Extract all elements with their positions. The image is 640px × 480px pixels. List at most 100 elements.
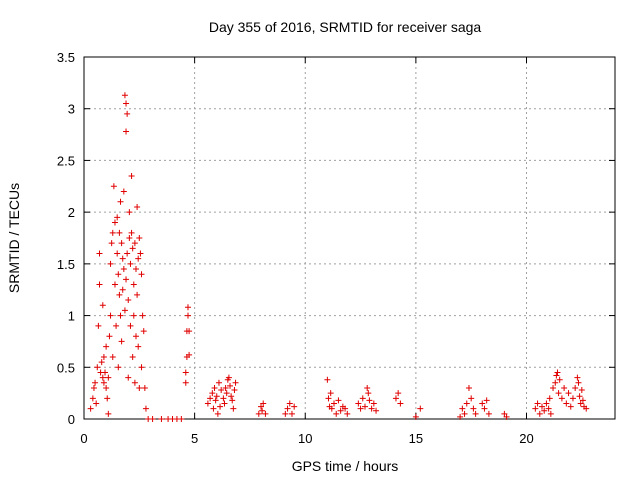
data-point [532,405,539,412]
data-point [364,384,371,391]
x-tick-label: 20 [519,431,533,446]
data-point [107,312,114,319]
x-axis-label: GPS time / hours [292,458,399,474]
data-point [370,400,377,407]
data-point [333,410,340,417]
y-tick-label: 0.5 [57,360,75,375]
data-point [94,364,101,371]
data-point [538,403,545,410]
x-tick-label: 15 [409,431,423,446]
data-point [129,353,136,360]
data-point [111,281,118,288]
data-point [259,407,266,414]
data-point [102,369,109,376]
data-point [131,240,138,247]
data-point [465,384,472,391]
data-point [536,410,543,417]
data-point [135,343,142,350]
data-point [550,384,557,391]
data-point [483,397,490,404]
data-point [120,266,127,273]
data-point [365,390,372,397]
data-point [130,281,137,288]
data-point [128,172,135,179]
data-point [182,369,189,376]
data-point [129,245,136,252]
data-point [217,403,224,410]
y-axis-label: SRMTID / TECUs [6,183,22,293]
data-point [137,250,144,257]
data-point [141,384,148,391]
data-point [121,307,128,314]
data-point [134,291,141,298]
data-point [118,240,125,247]
data-point [468,395,475,402]
data-point [184,312,191,319]
y-tick-label: 2 [68,205,75,220]
data-point [328,405,335,412]
data-point [215,379,222,386]
grid [84,57,615,419]
data-point [93,400,100,407]
data-point [96,250,103,257]
data-point [136,384,143,391]
data-point [119,255,126,262]
data-point [186,328,193,335]
data-point [481,405,488,412]
data-point [100,379,107,386]
y-tick-label: 0 [68,412,75,427]
y-tick-label: 2.5 [57,153,75,168]
data-point [229,397,236,404]
data-point [412,413,419,420]
data-point [563,400,570,407]
data-point [325,395,332,402]
data-point [140,328,147,335]
data-point [107,260,114,267]
data-point [485,410,492,417]
data-point [575,379,582,386]
data-point [125,374,132,381]
data-point [567,403,574,410]
data-point [117,198,124,205]
data-point [142,405,149,412]
data-point [503,413,510,420]
data-point [213,393,220,400]
data-point [546,395,553,402]
data-point [204,400,211,407]
data-point [288,410,295,417]
data-point [547,410,554,417]
plot-frame [83,56,616,420]
data-point [577,400,584,407]
data-point [178,416,185,422]
data-point [126,209,133,216]
data-point [113,322,120,329]
data-point [227,382,234,389]
data-point [114,250,121,257]
data-point [98,359,105,366]
data-point [126,235,133,241]
data-point [556,376,563,383]
data-point [457,413,464,420]
data-point [121,92,128,99]
data-point [117,312,124,319]
data-point [138,271,145,278]
data-point [96,281,103,288]
data-point [291,403,298,410]
y-tick-label: 1 [68,309,75,324]
data-point [132,266,139,273]
data-point [123,100,130,107]
data-point [572,384,579,391]
data-point [214,410,221,417]
data-point [282,410,289,417]
data-point [116,229,123,236]
data-point [359,395,366,402]
data-point [472,410,479,417]
data-point [337,407,344,414]
data-point [463,400,470,407]
data-point [124,110,131,117]
data-point [135,255,142,262]
data-point [106,333,113,340]
data-point [342,405,349,412]
data-point [130,312,137,319]
